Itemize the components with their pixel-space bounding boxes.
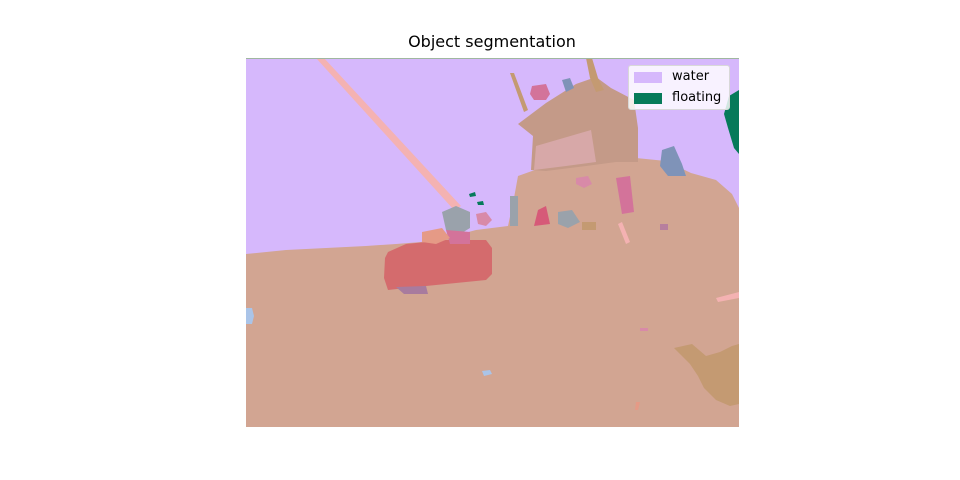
rail-region (660, 146, 686, 176)
hatch-region (530, 84, 550, 100)
deck-object-6 (660, 224, 668, 230)
floating-small-1 (469, 192, 476, 197)
segmentation-mask (246, 58, 739, 427)
small-mark-1 (640, 328, 648, 331)
legend-swatch-water (634, 71, 662, 83)
chimney-region (562, 78, 574, 92)
top-edge-sliver (246, 58, 739, 59)
small-mark-2 (635, 402, 640, 410)
debris-right-region (674, 344, 739, 406)
legend-label-water: water (672, 69, 710, 84)
rope-right-region (716, 292, 739, 302)
deck-object-4 (582, 222, 596, 230)
deck-object-5 (576, 176, 592, 188)
boat-region (384, 240, 492, 290)
person-region-3 (476, 212, 492, 226)
mast-region (586, 58, 604, 92)
segmentation-canvas (246, 58, 739, 427)
bottom-small-object (482, 370, 492, 376)
deck-object-2 (534, 206, 550, 226)
left-edge-object (246, 308, 254, 324)
legend: water floating (628, 65, 730, 110)
deck-object-1 (616, 176, 634, 214)
figure-title: Object segmentation (408, 32, 576, 51)
legend-item-water: water (634, 68, 709, 86)
legend-label-floating: floating (672, 90, 722, 105)
mast2-region (510, 73, 528, 112)
person-region-1 (442, 206, 470, 234)
ground-region (246, 158, 739, 427)
pole-region (510, 196, 518, 226)
deck-rope-region (618, 222, 630, 244)
boat-hull-region (396, 286, 428, 294)
cabin-window-region (534, 130, 596, 170)
legend-item-floating: floating (634, 89, 721, 107)
deck-object-3 (558, 210, 580, 228)
person-region-4 (422, 228, 450, 244)
floating-small-2 (477, 201, 484, 205)
rope-region (316, 58, 461, 210)
person-region-2 (446, 230, 470, 244)
legend-swatch-floating (634, 92, 662, 104)
